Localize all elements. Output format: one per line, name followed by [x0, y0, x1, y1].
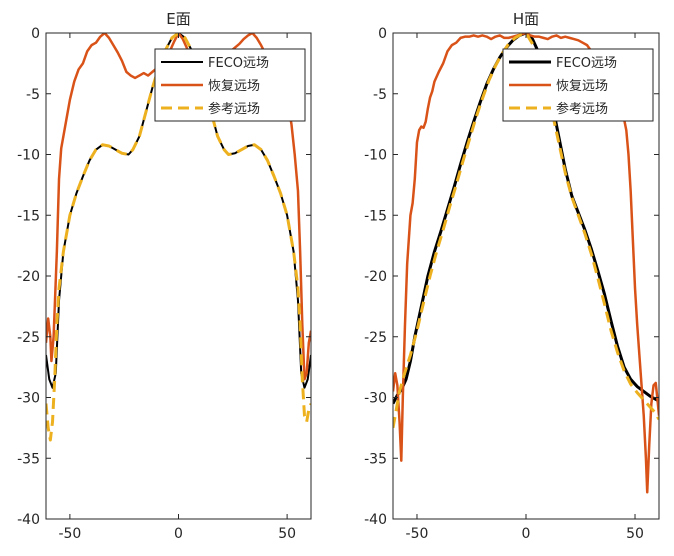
y-tick-label: -35 — [364, 451, 387, 467]
chart-1: 0 -5 -10 -15 -20 -25 -30 -35 -40 -50 0 50 E面 FECO远场恢复… — [17, 10, 312, 542]
y-tick-label: -10 — [364, 148, 387, 164]
chart-2: 0 -5 -10 -15 -20 -25 -30 -35 -40 -50 0 50 H面 FECO远场恢复… — [364, 10, 660, 542]
legend-label-3: 参考远场 — [208, 101, 260, 117]
x-tick-label: -50 — [58, 526, 81, 542]
y-tick-label: -20 — [17, 269, 40, 285]
x-tick-label: 0 — [522, 526, 531, 542]
y-tick-label: -15 — [17, 208, 40, 224]
x-tick-label: 50 — [278, 526, 296, 542]
legend-label-3: 参考远场 — [556, 101, 608, 117]
series-line-3 — [393, 33, 659, 429]
legend-label-2: 恢复远场 — [208, 79, 260, 94]
y-tick-label: 0 — [378, 26, 387, 42]
y-tick-label: -35 — [17, 451, 40, 467]
y-tick-label: -15 — [364, 208, 387, 224]
legend-label-1: FECO远场 — [208, 56, 269, 71]
chart-title: E面 — [166, 10, 190, 28]
series-line-2 — [393, 33, 659, 494]
chart-title: H面 — [513, 10, 539, 28]
y-tick-label: -10 — [17, 148, 40, 164]
y-tick-label: -25 — [364, 330, 387, 346]
series-line-3 — [46, 33, 311, 442]
x-tick-label: -50 — [406, 526, 429, 542]
legend-label-1: FECO远场 — [556, 56, 617, 71]
y-tick-label: -40 — [364, 512, 387, 528]
x-tick-label: 0 — [174, 526, 183, 542]
y-tick-label: -20 — [364, 269, 387, 285]
y-tick-label: -40 — [17, 512, 40, 528]
y-tick-label: -30 — [17, 391, 40, 407]
x-tick-label: 50 — [626, 526, 644, 542]
y-tick-label: 0 — [31, 26, 40, 42]
legend-label-2: 恢复远场 — [556, 79, 608, 94]
y-tick-label: -5 — [26, 87, 40, 103]
y-tick-label: -25 — [17, 330, 40, 346]
y-tick-label: -5 — [373, 87, 387, 103]
y-tick-label: -30 — [364, 391, 387, 407]
